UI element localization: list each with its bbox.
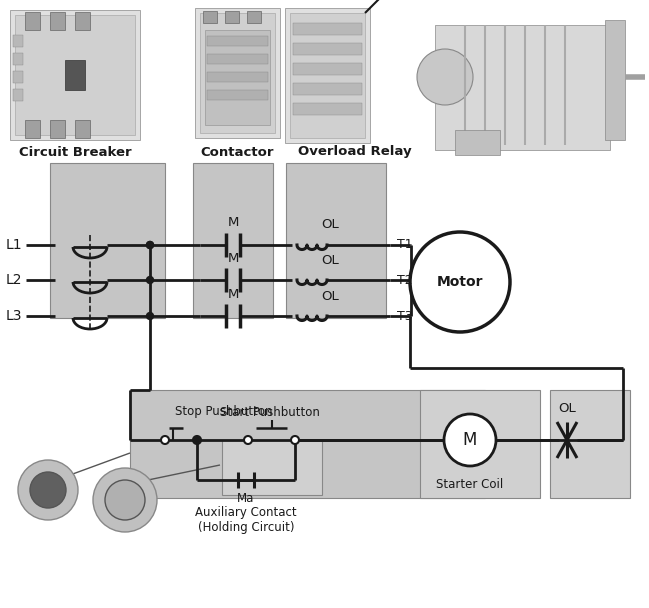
Bar [75, 12, 90, 30]
Text: Start Pushbutton: Start Pushbutton [220, 406, 320, 418]
Text: L3: L3 [5, 309, 22, 323]
Circle shape [193, 436, 201, 444]
Circle shape [417, 49, 473, 105]
Bar [550, 390, 630, 498]
Text: M: M [463, 431, 477, 449]
Bar [207, 36, 268, 46]
Circle shape [444, 414, 496, 466]
Text: T1: T1 [397, 238, 413, 252]
Bar [50, 163, 165, 318]
Bar [50, 120, 65, 138]
Bar [286, 163, 386, 318]
Bar [130, 390, 485, 498]
Bar [75, 120, 90, 138]
Circle shape [147, 241, 154, 249]
Bar [207, 90, 268, 100]
Circle shape [18, 460, 78, 520]
Text: T2: T2 [397, 274, 413, 286]
Bar [605, 20, 625, 140]
Text: Stop Pushbutton: Stop Pushbutton [175, 406, 273, 418]
Bar [50, 12, 65, 30]
Circle shape [105, 480, 145, 520]
Bar [435, 25, 610, 150]
Text: OL: OL [558, 401, 576, 415]
Bar [65, 60, 85, 90]
Text: L2: L2 [5, 273, 22, 287]
Text: Overload Relay: Overload Relay [298, 145, 412, 159]
Bar [205, 30, 270, 125]
Bar [285, 8, 370, 143]
Text: L1: L1 [5, 238, 22, 252]
Circle shape [93, 468, 157, 532]
Text: M: M [227, 216, 239, 229]
Bar [200, 13, 275, 133]
Bar [293, 43, 362, 55]
Circle shape [244, 436, 252, 444]
Text: M: M [227, 288, 239, 300]
Bar [225, 11, 239, 23]
Text: OL: OL [321, 218, 339, 232]
Text: Motor: Motor [437, 275, 484, 289]
Bar [195, 8, 280, 138]
Bar [25, 12, 40, 30]
Bar [15, 15, 135, 135]
Circle shape [30, 472, 66, 508]
Bar [293, 23, 362, 35]
Text: Ma: Ma [238, 491, 254, 505]
Bar [13, 71, 23, 83]
Bar [207, 72, 268, 82]
Circle shape [291, 436, 299, 444]
Bar [25, 120, 40, 138]
Bar [293, 103, 362, 115]
Text: T3: T3 [397, 309, 413, 322]
Text: OL: OL [321, 289, 339, 303]
Text: Contactor: Contactor [201, 145, 274, 159]
Bar [13, 89, 23, 101]
Circle shape [147, 277, 154, 283]
Bar [222, 440, 322, 495]
Bar [13, 53, 23, 65]
Bar [10, 10, 140, 140]
Bar [207, 54, 268, 64]
Bar [203, 11, 217, 23]
Text: Auxiliary Contact
(Holding Circuit): Auxiliary Contact (Holding Circuit) [195, 506, 297, 534]
Circle shape [147, 313, 154, 319]
Text: Circuit Breaker: Circuit Breaker [19, 145, 131, 159]
Circle shape [410, 232, 510, 332]
Bar [293, 63, 362, 75]
Text: M: M [227, 252, 239, 264]
Bar [193, 163, 273, 318]
Text: Starter Coil: Starter Coil [436, 478, 504, 491]
Bar [293, 83, 362, 95]
Bar [13, 35, 23, 47]
Circle shape [147, 241, 154, 249]
Circle shape [193, 437, 201, 443]
Circle shape [161, 436, 169, 444]
Bar [290, 13, 365, 138]
Bar [455, 130, 500, 155]
Bar [247, 11, 261, 23]
Text: OL: OL [321, 254, 339, 266]
Bar [420, 390, 540, 498]
